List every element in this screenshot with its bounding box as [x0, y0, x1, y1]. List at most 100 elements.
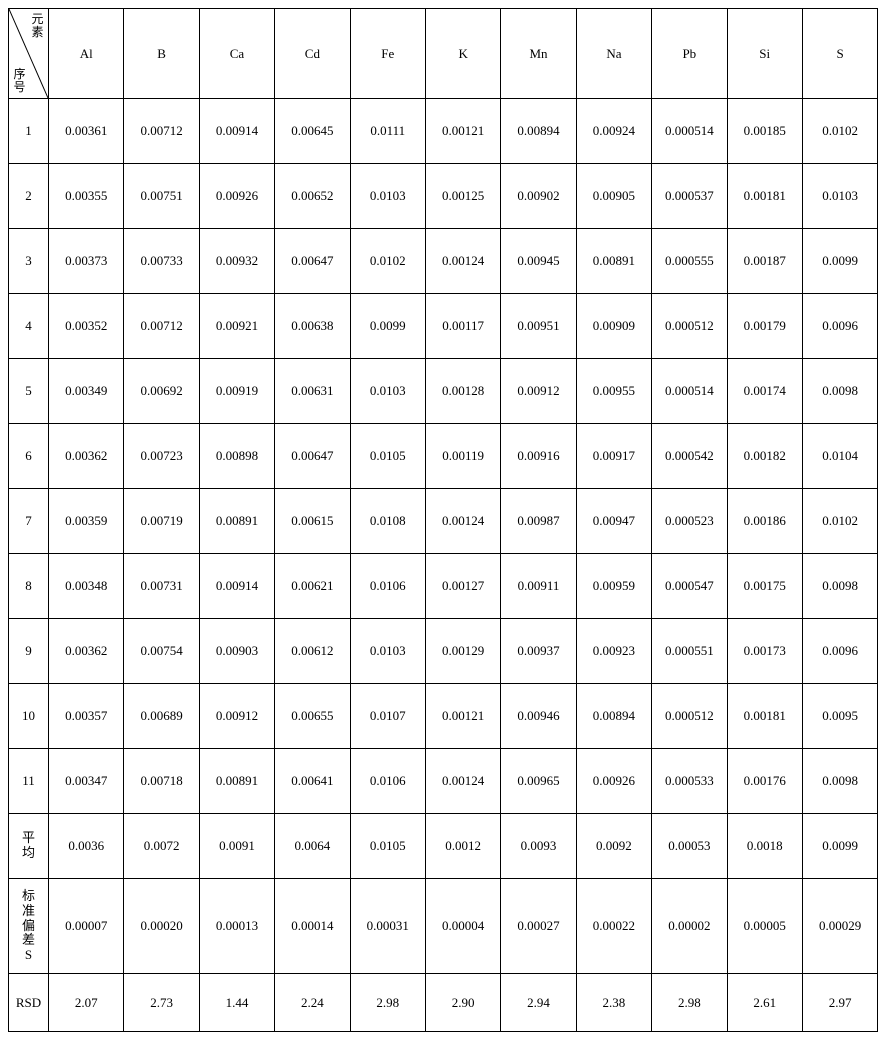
- data-cell: 0.00361: [49, 99, 124, 164]
- data-cell: 0.00004: [425, 879, 500, 974]
- data-cell: 0.0095: [802, 684, 877, 749]
- data-cell: 0.000514: [652, 99, 727, 164]
- table-row: 60.003620.007230.008980.006470.01050.001…: [9, 424, 878, 489]
- data-cell: 0.000537: [652, 164, 727, 229]
- data-cell: 0.00027: [501, 879, 576, 974]
- data-cell: 0.000523: [652, 489, 727, 554]
- data-cell: 0.00352: [49, 294, 124, 359]
- data-cell: 0.00754: [124, 619, 199, 684]
- data-cell: 0.0103: [350, 619, 425, 684]
- col-header: Pb: [652, 9, 727, 99]
- data-cell: 0.00031: [350, 879, 425, 974]
- data-cell: 0.00905: [576, 164, 651, 229]
- data-cell: 0.000547: [652, 554, 727, 619]
- data-cell: 0.00022: [576, 879, 651, 974]
- data-cell: 0.00926: [199, 164, 274, 229]
- data-cell: 0.00903: [199, 619, 274, 684]
- data-cell: 0.00007: [49, 879, 124, 974]
- table-row: 80.003480.007310.009140.006210.01060.001…: [9, 554, 878, 619]
- data-cell: 0.00187: [727, 229, 802, 294]
- data-cell: 0.00005: [727, 879, 802, 974]
- data-cell: 0.0106: [350, 554, 425, 619]
- data-cell: 0.00185: [727, 99, 802, 164]
- col-header: Al: [49, 9, 124, 99]
- data-cell: 0.00891: [576, 229, 651, 294]
- data-cell: 0.00947: [576, 489, 651, 554]
- data-cell: 0.00712: [124, 99, 199, 164]
- data-cell: 0.00119: [425, 424, 500, 489]
- col-header: S: [802, 9, 877, 99]
- data-cell: 0.00173: [727, 619, 802, 684]
- data-cell: 0.00362: [49, 619, 124, 684]
- data-cell: 0.00924: [576, 99, 651, 164]
- data-cell: 0.00182: [727, 424, 802, 489]
- data-cell: 0.00117: [425, 294, 500, 359]
- row-label: 标准偏差S: [9, 879, 49, 974]
- data-cell: 0.00181: [727, 164, 802, 229]
- row-label: 2: [9, 164, 49, 229]
- data-table: 元素 序号 Al B Ca Cd Fe K Mn Na Pb Si S 10.0…: [8, 8, 878, 1032]
- data-cell: 1.44: [199, 974, 274, 1032]
- col-header: B: [124, 9, 199, 99]
- data-cell: 0.0018: [727, 814, 802, 879]
- data-cell: 0.00175: [727, 554, 802, 619]
- data-cell: 0.0102: [802, 99, 877, 164]
- col-header: Si: [727, 9, 802, 99]
- data-cell: 0.00751: [124, 164, 199, 229]
- col-header: Na: [576, 9, 651, 99]
- data-cell: 0.0106: [350, 749, 425, 814]
- data-cell: 0.00124: [425, 489, 500, 554]
- data-cell: 0.00902: [501, 164, 576, 229]
- data-cell: 0.0103: [350, 359, 425, 424]
- table-row: 标准偏差S0.000070.000200.000130.000140.00031…: [9, 879, 878, 974]
- data-cell: 0.00909: [576, 294, 651, 359]
- data-cell: 0.00932: [199, 229, 274, 294]
- data-cell: 2.24: [275, 974, 350, 1032]
- data-cell: 0.00959: [576, 554, 651, 619]
- data-cell: 0.0105: [350, 814, 425, 879]
- data-cell: 0.00894: [576, 684, 651, 749]
- data-cell: 0.0091: [199, 814, 274, 879]
- data-cell: 0.00951: [501, 294, 576, 359]
- data-cell: 2.38: [576, 974, 651, 1032]
- data-cell: 0.00987: [501, 489, 576, 554]
- data-cell: 0.00615: [275, 489, 350, 554]
- data-cell: 0.00125: [425, 164, 500, 229]
- data-cell: 0.00359: [49, 489, 124, 554]
- data-cell: 0.000514: [652, 359, 727, 424]
- data-cell: 0.00965: [501, 749, 576, 814]
- data-cell: 0.00621: [275, 554, 350, 619]
- data-cell: 0.00692: [124, 359, 199, 424]
- data-cell: 0.00176: [727, 749, 802, 814]
- data-cell: 2.07: [49, 974, 124, 1032]
- data-cell: 0.00014: [275, 879, 350, 974]
- data-cell: 0.0102: [802, 489, 877, 554]
- data-cell: 0.00733: [124, 229, 199, 294]
- data-cell: 0.00689: [124, 684, 199, 749]
- data-cell: 0.00655: [275, 684, 350, 749]
- data-cell: 0.00179: [727, 294, 802, 359]
- row-label: 1: [9, 99, 49, 164]
- data-cell: 0.0102: [350, 229, 425, 294]
- data-cell: 2.98: [350, 974, 425, 1032]
- data-cell: 0.00053: [652, 814, 727, 879]
- data-cell: 0.00652: [275, 164, 350, 229]
- data-cell: 0.00647: [275, 229, 350, 294]
- data-cell: 0.0098: [802, 749, 877, 814]
- data-cell: 0.000551: [652, 619, 727, 684]
- data-cell: 0.00124: [425, 749, 500, 814]
- data-cell: 2.90: [425, 974, 500, 1032]
- data-cell: 0.00723: [124, 424, 199, 489]
- table-row: 平均0.00360.00720.00910.00640.01050.00120.…: [9, 814, 878, 879]
- row-label: 4: [9, 294, 49, 359]
- row-label: 11: [9, 749, 49, 814]
- data-cell: 0.00718: [124, 749, 199, 814]
- data-cell: 0.00923: [576, 619, 651, 684]
- data-cell: 0.00926: [576, 749, 651, 814]
- col-header: Cd: [275, 9, 350, 99]
- data-cell: 0.00186: [727, 489, 802, 554]
- data-cell: 0.00911: [501, 554, 576, 619]
- row-label: 平均: [9, 814, 49, 879]
- data-cell: 0.0012: [425, 814, 500, 879]
- data-cell: 0.0099: [350, 294, 425, 359]
